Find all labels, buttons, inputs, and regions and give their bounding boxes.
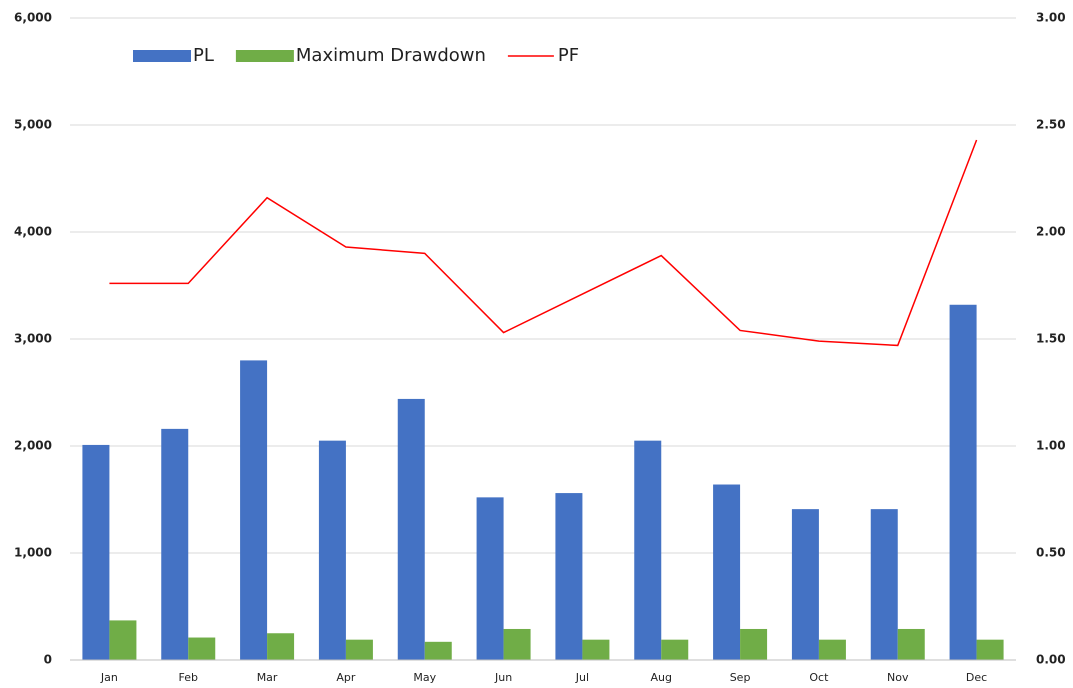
y-tick-label: 3,000 bbox=[14, 332, 52, 346]
bar bbox=[897, 628, 925, 660]
bar bbox=[161, 428, 189, 660]
x-tick-label: Nov bbox=[887, 671, 909, 684]
bar bbox=[634, 440, 662, 660]
x-tick-label: Aug bbox=[651, 671, 672, 684]
x-tick-label: Oct bbox=[809, 671, 829, 684]
y-tick-label: 0 bbox=[44, 653, 52, 667]
y-tick-label: 6,000 bbox=[14, 11, 52, 25]
bar bbox=[740, 628, 768, 660]
bar bbox=[503, 628, 531, 660]
y2-tick-label: 2.50 bbox=[1036, 118, 1066, 132]
bar bbox=[397, 398, 425, 660]
y2-tick-label: 0.00 bbox=[1036, 653, 1066, 667]
x-tick-label: Sep bbox=[730, 671, 751, 684]
bar bbox=[870, 509, 898, 660]
y-tick-label: 4,000 bbox=[14, 225, 52, 239]
bar bbox=[818, 639, 846, 660]
bar bbox=[976, 639, 1004, 660]
bar bbox=[476, 497, 504, 660]
bar bbox=[713, 484, 741, 660]
bar bbox=[318, 440, 346, 660]
bar bbox=[791, 509, 819, 660]
x-tick-label: May bbox=[413, 671, 436, 684]
bar bbox=[109, 620, 137, 660]
legend-swatch bbox=[133, 50, 191, 62]
bar bbox=[424, 641, 452, 660]
legend-label: Maximum Drawdown bbox=[296, 45, 486, 66]
y2-tick-label: 1.50 bbox=[1036, 332, 1066, 346]
y-tick-label: 2,000 bbox=[14, 439, 52, 453]
bar bbox=[345, 639, 373, 660]
x-tick-label: Feb bbox=[179, 671, 198, 684]
y2-tick-label: 2.00 bbox=[1036, 225, 1066, 239]
bar bbox=[949, 304, 977, 660]
bar bbox=[661, 639, 689, 660]
y2-tick-label: 1.00 bbox=[1036, 439, 1066, 453]
legend-label: PF bbox=[558, 45, 579, 66]
x-tick-label: Jul bbox=[575, 671, 589, 684]
bar bbox=[82, 444, 110, 660]
y-tick-label: 1,000 bbox=[14, 546, 52, 560]
line bbox=[109, 139, 978, 347]
legend-label: PL bbox=[193, 45, 214, 66]
x-tick-label: Jan bbox=[100, 671, 118, 684]
x-tick-label: Dec bbox=[966, 671, 987, 684]
bar bbox=[267, 633, 295, 660]
y2-tick-label: 0.50 bbox=[1036, 546, 1066, 560]
bar bbox=[188, 637, 216, 660]
y2-tick-label: 3.00 bbox=[1036, 11, 1066, 25]
x-tick-label: Mar bbox=[257, 671, 278, 684]
x-tick-label: Jun bbox=[494, 671, 512, 684]
bar bbox=[555, 493, 583, 660]
y-tick-label: 5,000 bbox=[14, 118, 52, 132]
bar bbox=[582, 639, 610, 660]
legend-swatch bbox=[235, 50, 294, 62]
x-tick-label: Apr bbox=[336, 671, 356, 684]
bar bbox=[240, 360, 268, 660]
